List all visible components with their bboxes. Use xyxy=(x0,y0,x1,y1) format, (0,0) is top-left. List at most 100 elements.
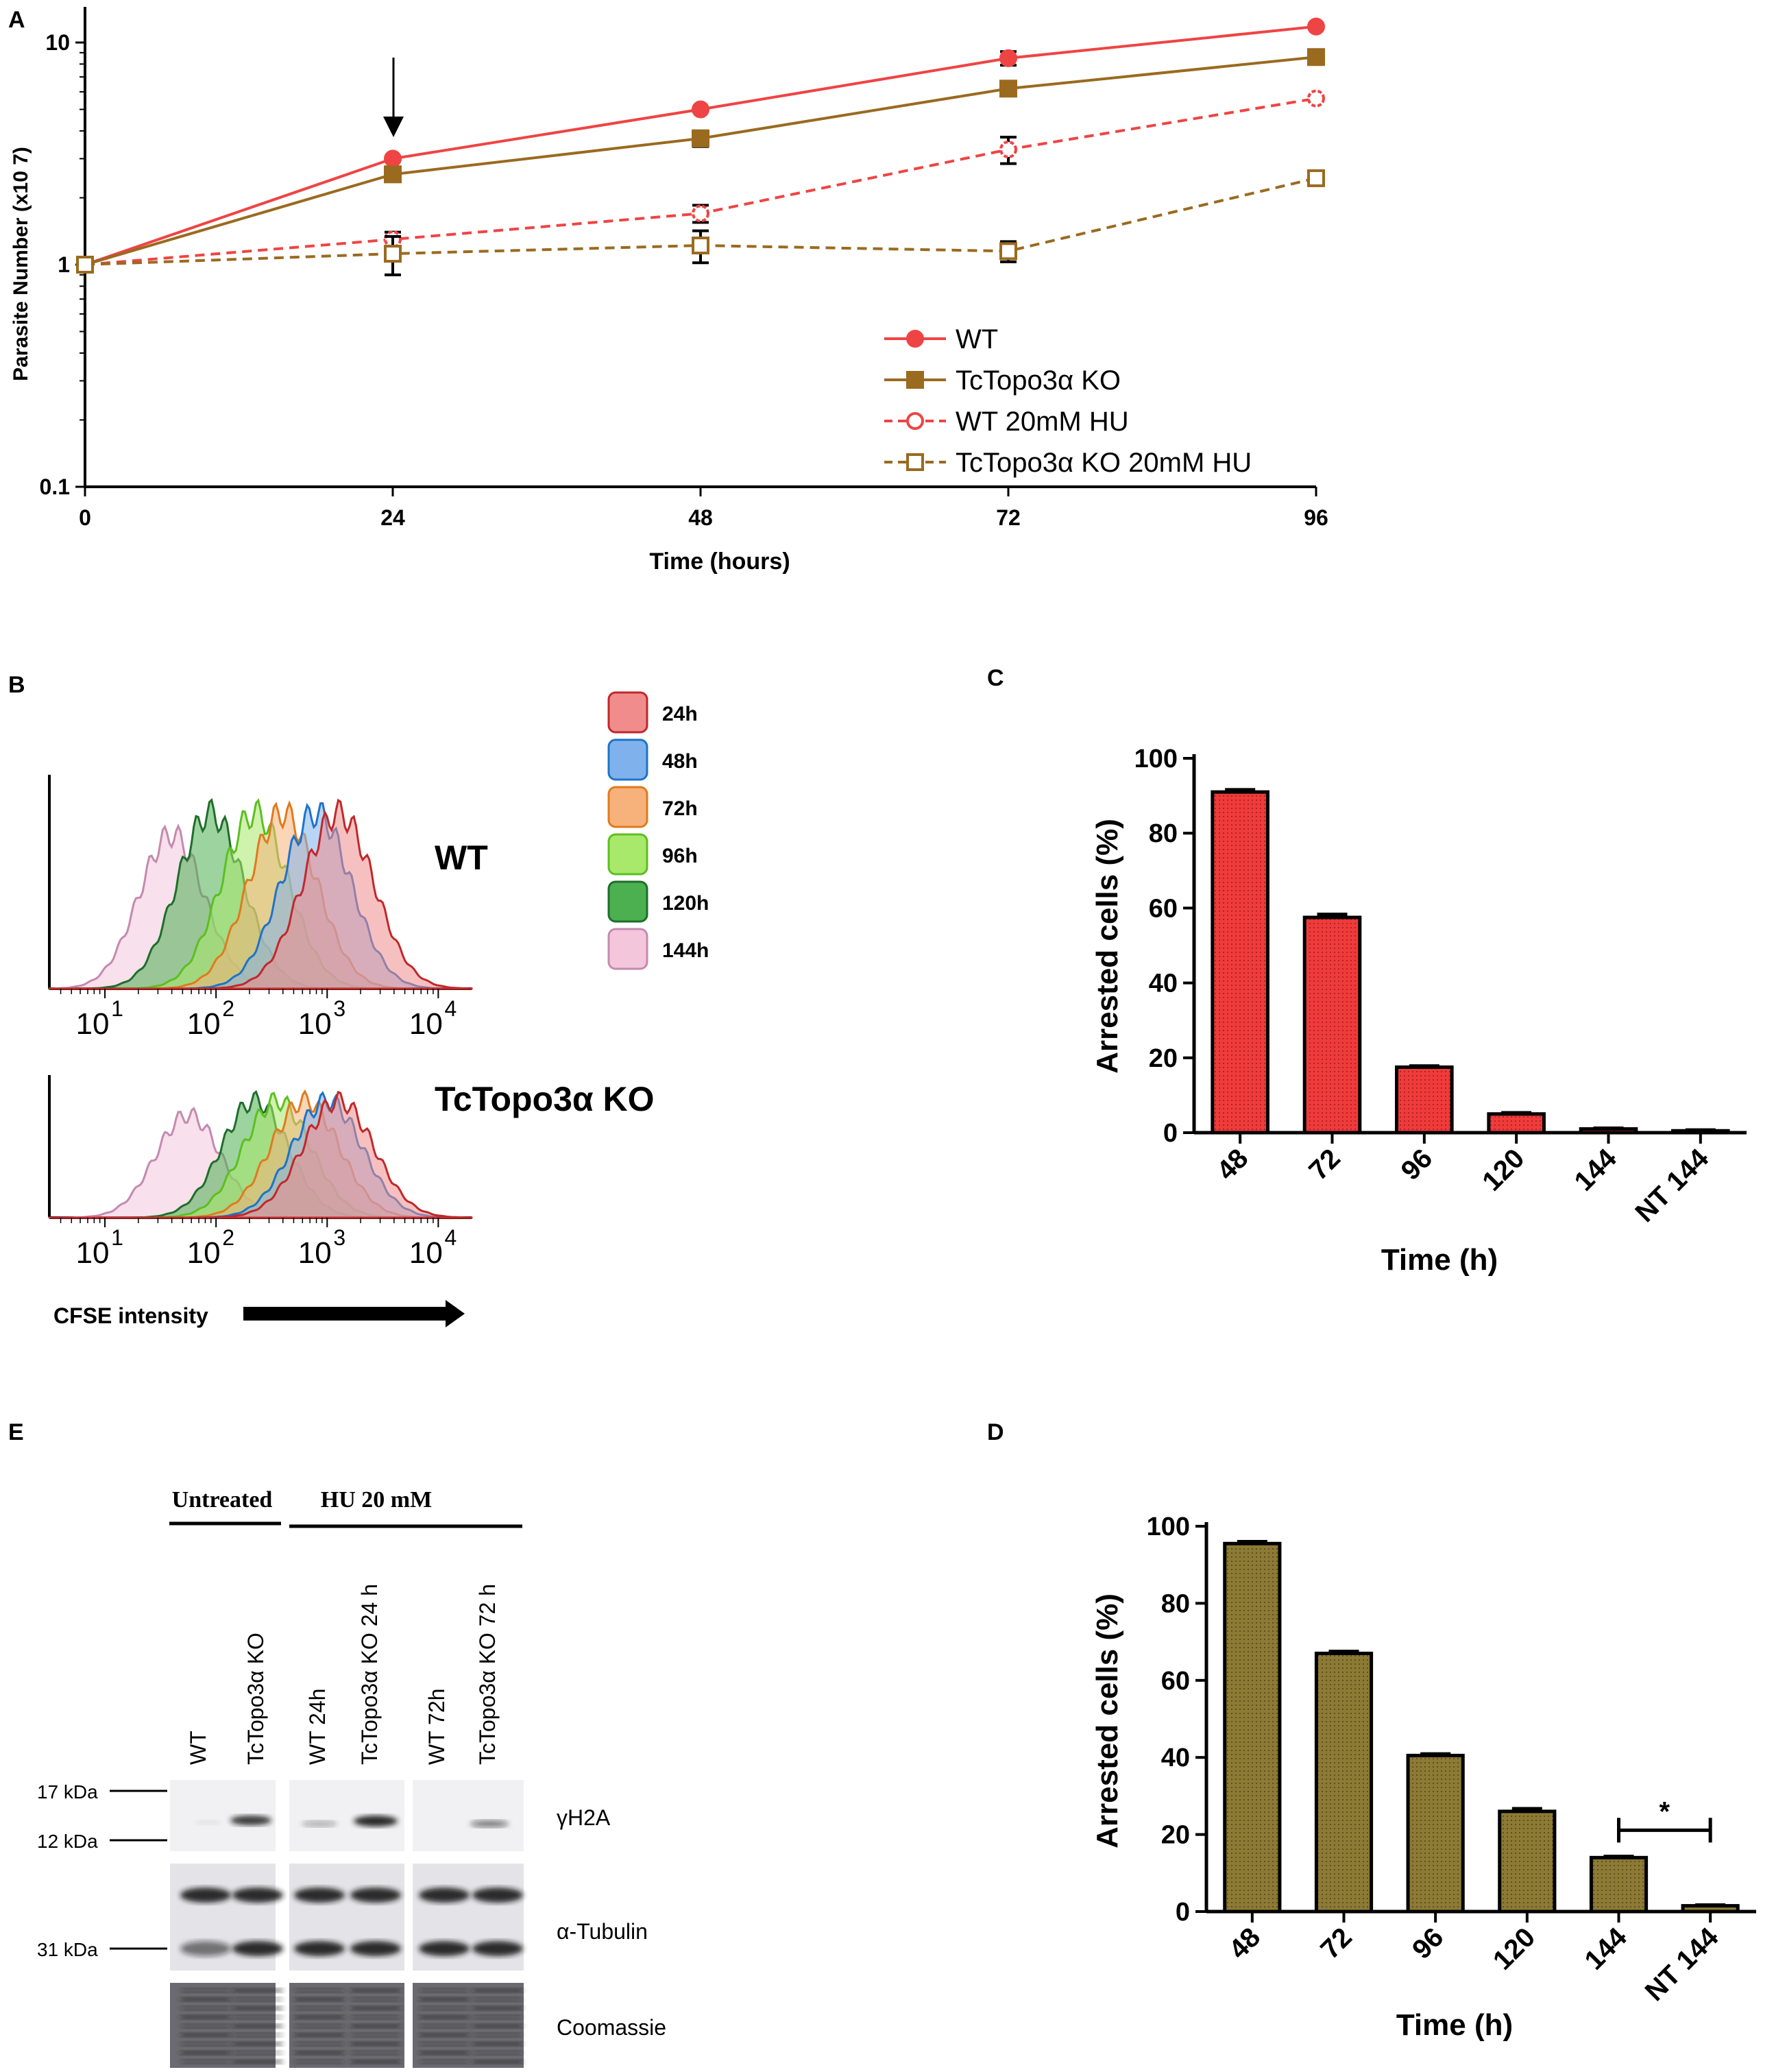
d-plot-bar-96 xyxy=(1406,1753,1465,1914)
tubulin-upper-1-0 xyxy=(294,1888,345,1903)
lane-label-4: WT 72h xyxy=(424,1689,449,1765)
panel-a-point xyxy=(384,149,402,168)
lane-label-0: WT xyxy=(186,1731,210,1765)
panel-letter-c: C xyxy=(987,665,1004,691)
coomassie-band-2-1-5 xyxy=(473,2033,522,2037)
panel-a-point xyxy=(1307,17,1325,36)
coomassie-band-1-0-7 xyxy=(295,2051,344,2055)
group-untreated-label: Untreated xyxy=(172,1487,273,1513)
coomassie-band-1-1-7 xyxy=(351,2051,400,2055)
coomassie-band-2-0-0 xyxy=(420,1988,469,1992)
d-plot-ytick-label: 60 xyxy=(1161,1667,1190,1696)
panel-a-ytick-label: 10 xyxy=(45,30,70,55)
panel-a-xtick-label: 72 xyxy=(996,505,1021,530)
coomassie-band-0-1-0 xyxy=(233,1988,282,1992)
d-plot-bar-48 xyxy=(1223,1541,1282,1914)
coomassie-band-0-0-4 xyxy=(181,2024,230,2028)
c-plot-xtick-label: 72 xyxy=(1303,1143,1346,1186)
c-plot-xtick-label: 120 xyxy=(1476,1143,1530,1196)
legend-label-48h: 48h xyxy=(662,750,698,773)
panel-letter-a: A xyxy=(8,7,25,33)
legend-marker xyxy=(906,412,924,430)
panel-a-point xyxy=(999,242,1017,261)
d-plot-sig-star: * xyxy=(1660,1796,1670,1827)
coomassie-band-2-1-7 xyxy=(473,2051,522,2055)
c-plot-ytick-label: 20 xyxy=(1149,1044,1178,1073)
blot-box-2-0 xyxy=(413,1780,524,1851)
panel-d-ylabel: Arrested cells (%) xyxy=(1091,1593,1124,1848)
wt-hist-xtick-label: 10 xyxy=(187,1007,221,1041)
panel-a-legend: WT TcTopo3α KO WT 20mM HU TcTopo3α KO 20mM … xyxy=(884,324,1252,478)
tubulin-lower-0-1 xyxy=(232,1941,283,1956)
lane-labels: WT TcTopo3α KO WT 24h TcTopo3α KO 24 h WT 72… xyxy=(186,1584,500,1765)
panel-b-xlabel: CFSE intensity xyxy=(53,1303,208,1328)
wt-hist-xtick-label: 10 xyxy=(76,1007,110,1041)
legend-label: TcTopo3α KO 20mM HU xyxy=(956,448,1252,478)
tubulin-lower-2-0 xyxy=(419,1941,470,1956)
panel-a-series xyxy=(76,17,1325,276)
c-plot-xtick-label: NT 144 xyxy=(1629,1143,1714,1228)
legend-label: WT xyxy=(956,324,998,354)
coomassie-band-0-0-2 xyxy=(181,2006,230,2010)
c-plot-ytick-label: 100 xyxy=(1134,745,1178,773)
ko-hist-xtick-exp: 3 xyxy=(333,1225,345,1250)
panel-a-point xyxy=(1307,89,1325,108)
coomassie-band-1-0-4 xyxy=(295,2024,344,2028)
coomassie-band-1-0-5 xyxy=(295,2033,344,2037)
gh2a-band-ko xyxy=(230,1816,271,1825)
c-plot-ytick-label: 80 xyxy=(1149,819,1178,848)
wt-hist-xtick-label: 10 xyxy=(409,1007,443,1041)
legend-marker xyxy=(906,453,924,471)
gh2a-band-wt xyxy=(195,1820,222,1824)
panel-a-point xyxy=(999,80,1017,98)
tubulin-upper-1-1 xyxy=(350,1888,401,1903)
panel-a-ytick-label: 0.1 xyxy=(40,474,70,499)
gh2a-band-ko72 xyxy=(470,1820,509,1827)
panel-a-point xyxy=(384,245,402,263)
coomassie-band-1-1-5 xyxy=(351,2033,400,2037)
wt-hist-xtick-exp: 1 xyxy=(111,996,123,1021)
coomassie-band-1-0-2 xyxy=(295,2006,344,2010)
panel-c-ylabel: Arrested cells (%) xyxy=(1091,819,1124,1074)
wt-hist-xtick-exp: 2 xyxy=(222,996,234,1021)
coomassie-band-2-1-6 xyxy=(473,2042,522,2046)
ko-hist-xtick-exp: 1 xyxy=(111,1225,123,1250)
panel-c-xlabel: Time (h) xyxy=(1381,1243,1498,1277)
panel-a-xtick-label: 48 xyxy=(688,505,713,530)
tubulin-lower-1-1 xyxy=(350,1941,401,1956)
coomassie-band-0-1-4 xyxy=(233,2024,282,2028)
d-plot-xtick-label: 72 xyxy=(1315,1922,1358,1965)
legend-marker xyxy=(906,371,924,389)
legend-label-96h: 96h xyxy=(662,845,698,867)
d-plot-xtick-label: 96 xyxy=(1407,1922,1450,1965)
tubulin-upper-0-0 xyxy=(180,1888,231,1903)
panel-a-xtick-label: 0 xyxy=(79,505,91,530)
coomassie-band-2-1-1 xyxy=(473,1997,522,2001)
marker-label-0: 17 kDa xyxy=(37,1781,98,1803)
tubulin-lower-1-0 xyxy=(294,1941,345,1956)
blot-images xyxy=(170,1780,524,2068)
panel-c-bar-chart: 0 20 40 60 80 100 48 72 96 120 144 NT 144 Arrested … xyxy=(1091,745,1747,1277)
d-plot-xtick-label: 48 xyxy=(1224,1922,1267,1965)
d-plot-bar-120 xyxy=(1498,1809,1557,1914)
panel-a-point xyxy=(692,204,709,223)
panel-b-ko-histogram: 10 1 10 2 10 3 10 4 xyxy=(48,1075,473,1270)
c-plot-ytick-label: 0 xyxy=(1163,1119,1178,1148)
panel-e-western-blot: Untreated HU 20 mM WT TcTopo3α KO WT 24h Tc… xyxy=(37,1487,666,2068)
coomassie-band-2-0-7 xyxy=(420,2051,469,2055)
coomassie-band-2-0-3 xyxy=(420,2015,469,2019)
blot-label-coomassie: Coomassie xyxy=(557,2015,666,2040)
d-plot-ytick-label: 0 xyxy=(1176,1898,1190,1927)
marker-label-2: 31 kDa xyxy=(37,1939,98,1960)
coomassie-band-1-1-6 xyxy=(351,2042,400,2046)
panel-d-xlabel: Time (h) xyxy=(1396,2008,1513,2042)
ko-hist-xtick-label: 10 xyxy=(298,1236,332,1270)
panel-a-point xyxy=(692,100,709,119)
c-plot-xtick-label: 96 xyxy=(1396,1143,1439,1186)
coomassie-band-0-1-3 xyxy=(233,2015,282,2019)
legend-marker xyxy=(906,330,924,348)
panel-b-xlabel-arrow xyxy=(243,1300,465,1327)
d-plot-bar-72 xyxy=(1314,1651,1374,1914)
tubulin-upper-2-0 xyxy=(419,1888,470,1903)
